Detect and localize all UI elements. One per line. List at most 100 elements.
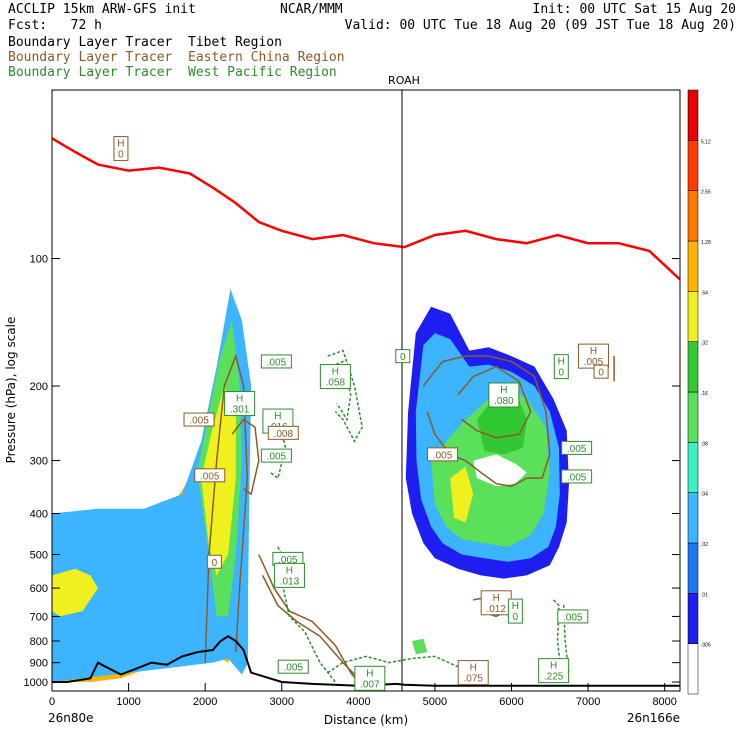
colorbar-swatch — [687, 391, 699, 443]
y-tick-label: 900 — [30, 658, 48, 670]
high-marker: H — [500, 385, 507, 396]
contour-label: .005 — [284, 663, 304, 674]
y-tick-label: 200 — [30, 381, 48, 393]
contour-label-box — [260, 354, 292, 369]
colorbar: .005 .01 .02 .04 .08 .16 .32 .64 1.28 2.56 5.12 — [687, 89, 711, 695]
contour-label: .080 — [494, 396, 514, 407]
y-tick-label: 100 — [30, 254, 48, 266]
contour-label-box — [319, 364, 351, 390]
contour-label: .225 — [544, 672, 564, 683]
contour-label: 0 — [118, 150, 124, 161]
contour-label-box — [457, 660, 489, 686]
contour-labels: H0.005H.058H.301.005H.016.008.005.005.00… — [113, 136, 609, 691]
colorbar-label: 2.56 — [701, 190, 711, 196]
x-tick-label: 6000 — [499, 696, 523, 708]
legend-west-pacific: Boundary Layer Tracer West Pacific Regio… — [8, 65, 337, 80]
x-tick-label: 0 — [49, 696, 55, 708]
tracer-shading — [52, 289, 569, 682]
contour-label-box — [561, 440, 593, 455]
tracer-contour-5 — [261, 575, 359, 679]
left-endpoint-label: 26n80e — [48, 711, 94, 725]
high-marker: H — [550, 661, 557, 672]
header-init-time: Init: 00 UTC Sat 15 Aug 20 — [532, 2, 737, 17]
high-marker: H — [366, 668, 373, 679]
contour-label-box — [277, 659, 309, 674]
header-center-label: NCAR/MMM — [280, 2, 343, 17]
x-tick-label: 3000 — [270, 696, 294, 708]
legend-eastern-china: Boundary Layer Tracer Eastern China Regi… — [8, 50, 345, 65]
y-tick-label: 400 — [30, 508, 48, 520]
plot-frame — [51, 89, 681, 692]
header-valid-time: Valid: 00 UTC Tue 18 Aug 20 (09 JST Tue … — [344, 18, 736, 33]
contour-label-box — [427, 447, 459, 462]
tropopause-line — [52, 137, 680, 281]
colorbar-label: .005 — [701, 643, 711, 649]
colorbar-label: .08 — [701, 441, 708, 447]
x-tick-label: 7000 — [576, 696, 600, 708]
high-marker: H — [493, 593, 500, 604]
contour-label: 0 — [598, 368, 604, 379]
contour-label-box — [260, 448, 292, 463]
colorbar-swatch — [687, 341, 699, 393]
contour-label: .075 — [463, 674, 483, 685]
contour-label-box — [194, 468, 226, 483]
contour-label-box — [561, 469, 593, 484]
contour-label-box — [183, 412, 215, 427]
colorbar-label: .01 — [701, 592, 708, 598]
contour-label-box — [480, 590, 512, 616]
x-tick-label: 1000 — [116, 696, 140, 708]
contour-label-box — [224, 391, 256, 417]
tracer-contour-9 — [331, 360, 352, 422]
contour-label: .005 — [278, 555, 298, 566]
shading-region-10 — [473, 454, 527, 487]
shading-region-1 — [52, 289, 252, 682]
contour-label-box — [354, 665, 386, 691]
contour-label: .005 — [567, 444, 587, 455]
x-axis-label: Distance (km) — [324, 713, 408, 727]
contour-label: .005 — [584, 357, 604, 368]
y-tick-label: 1000 — [24, 677, 48, 689]
contour-label-box — [538, 658, 570, 684]
shading-region-4 — [52, 568, 98, 617]
contour-label: .013 — [280, 576, 300, 587]
colorbar-swatch — [687, 643, 699, 695]
tracer-contour-0 — [204, 353, 249, 663]
tracer-contour-4 — [258, 554, 359, 683]
colorbar-swatch — [687, 442, 699, 493]
contour-label: .005 — [563, 612, 583, 623]
header-forecast-hour: Fcst: 72 h — [8, 18, 102, 33]
contour-label: .005 — [267, 357, 287, 368]
colorbar-swatch — [687, 140, 699, 191]
contour-label: .005 — [567, 472, 587, 483]
colorbar-swatch — [687, 593, 699, 644]
x-tick-label: 5000 — [423, 696, 447, 708]
colorbar-swatch — [687, 492, 699, 544]
contour-label-box — [593, 364, 609, 379]
contour-label: 0 — [559, 368, 565, 379]
colorbar-label: .02 — [701, 542, 708, 548]
terrain-line — [52, 635, 680, 687]
contour-label-box — [557, 609, 589, 624]
shading-region-11 — [412, 638, 428, 655]
y-tick-label: 300 — [30, 456, 48, 468]
chart-lines — [52, 90, 680, 691]
contour-label-box — [577, 343, 609, 369]
contour-label: .005 — [189, 416, 209, 427]
tracer-contour-3 — [457, 365, 532, 439]
colorbar-swatch — [687, 542, 699, 594]
x-tick-label: 4000 — [346, 696, 370, 708]
high-marker: H — [332, 367, 339, 378]
contour-label: .005 — [433, 450, 453, 461]
contour-label: 0 — [212, 558, 218, 569]
tracer-contour-11 — [327, 655, 474, 674]
tracer-contour-1 — [231, 418, 260, 496]
contour-label: .005 — [267, 452, 287, 463]
tracer-contour-13 — [265, 418, 287, 480]
high-marker: H — [470, 663, 477, 674]
high-marker: H — [236, 394, 243, 405]
high-marker: H — [590, 346, 597, 357]
y-tick-label: 800 — [30, 636, 48, 648]
high-marker: H — [117, 139, 124, 150]
contour-label: 0 — [513, 612, 519, 623]
high-marker: H — [512, 601, 519, 612]
